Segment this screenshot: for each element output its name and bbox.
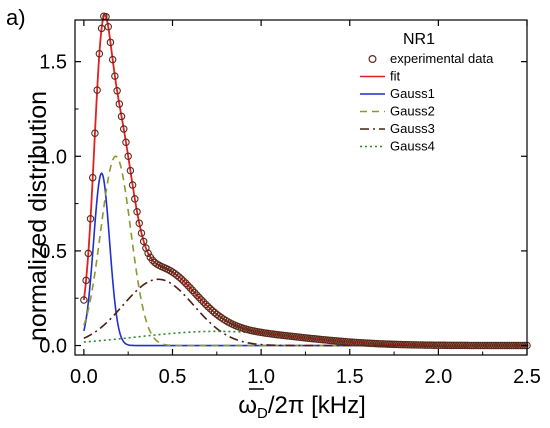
- data-point: [206, 304, 214, 313]
- series-line-gauss3: [83, 278, 527, 347]
- data-point: [173, 271, 181, 279]
- data-point: [128, 181, 137, 189]
- series-line-gauss1: [83, 172, 527, 347]
- x-axis-label-subscript: D: [257, 405, 268, 422]
- legend-label: fit: [390, 69, 401, 84]
- data-point: [197, 296, 206, 304]
- data-point: [179, 277, 188, 285]
- data-point: [80, 296, 88, 304]
- y-tick-label: 1.5: [39, 52, 67, 74]
- data-point: [182, 279, 190, 288]
- data-point: [88, 173, 97, 182]
- data-point: [208, 306, 217, 315]
- y-tick-label: 0.0: [39, 336, 67, 358]
- x-tick-label: 0.5: [159, 366, 187, 388]
- legend: NR1 experimental data fit Gauss1 Gauss2 Gaus…: [360, 31, 494, 154]
- data-point: [115, 100, 124, 108]
- data-point: [113, 87, 121, 95]
- data-point: [120, 125, 128, 133]
- data-point: [186, 284, 194, 292]
- data-point: [133, 207, 141, 216]
- x-tick-label: 2.0: [424, 366, 452, 388]
- axes-frame: [74, 19, 528, 356]
- data-point: [93, 86, 101, 94]
- data-point: [199, 298, 208, 306]
- data-point: [195, 293, 203, 302]
- y-tick-label: 0.5: [39, 241, 67, 263]
- data-point: [175, 273, 183, 281]
- data-point: [104, 22, 112, 31]
- x-axis-label-symbol: ω: [238, 392, 257, 419]
- data-point: [188, 286, 197, 295]
- data-point: [124, 152, 132, 160]
- x-tick-label: 0.0: [70, 366, 98, 388]
- panel-label: a): [6, 5, 26, 30]
- data-point: [193, 291, 201, 299]
- legend-label: Gauss3: [390, 121, 435, 136]
- data-point: [148, 256, 157, 265]
- legend-marker: [368, 54, 377, 63]
- data-point: [204, 302, 212, 311]
- data-point: [91, 129, 99, 137]
- data-point: [131, 195, 139, 203]
- data-point: [111, 72, 119, 80]
- axes: 0.0 0.5 1.0 1.5 2.0 2.5 0.0 0.5 1.0 1.5: [39, 19, 541, 388]
- legend-label: experimental data: [390, 51, 494, 66]
- data-point: [144, 249, 152, 258]
- x-tick-label: 1.5: [336, 366, 364, 388]
- data-point: [108, 55, 117, 64]
- plot-area: [80, 12, 531, 350]
- legend-label: Gauss1: [390, 86, 435, 101]
- data-point: [84, 249, 93, 258]
- x-axis-label: ωD/2π [kHz]: [238, 388, 366, 422]
- data-point: [82, 276, 90, 285]
- legend-label: Gauss4: [390, 139, 435, 154]
- data-point: [86, 215, 95, 223]
- data-point: [201, 300, 210, 309]
- data-point: [97, 24, 106, 33]
- data-point: [137, 229, 146, 237]
- data-point: [177, 275, 186, 283]
- legend-title: NR1: [403, 31, 435, 48]
- data-point: [126, 166, 135, 175]
- data-point: [135, 219, 144, 227]
- data-point: [117, 112, 126, 121]
- legend-label: Gauss2: [390, 104, 435, 119]
- x-tick-label: 1.0: [247, 366, 275, 388]
- x-axis-label-unit: /2π [kHz]: [268, 392, 366, 419]
- y-axis-label: normalized distribution: [24, 91, 52, 341]
- data-point: [95, 49, 104, 58]
- data-point: [122, 138, 130, 147]
- x-tick-label: 2.5: [513, 366, 541, 388]
- data-point: [190, 288, 199, 297]
- data-point: [106, 38, 115, 47]
- data-point: [139, 237, 148, 246]
- svg-text:ωD/2π [kHz]: ωD/2π [kHz]: [238, 392, 366, 422]
- y-tick-label: 1.0: [39, 146, 67, 168]
- data-point: [184, 281, 192, 290]
